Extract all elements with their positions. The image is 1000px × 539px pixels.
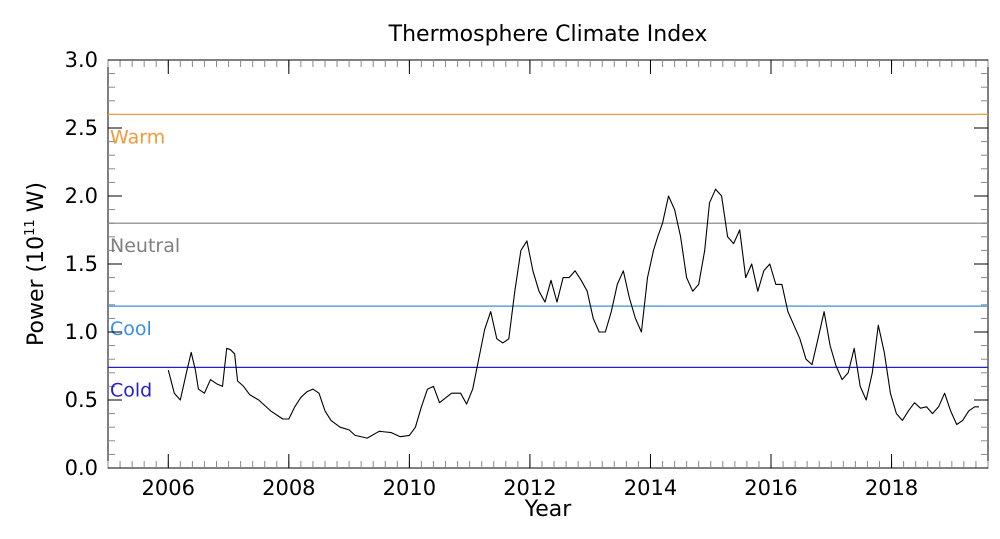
y-tick-label: 3.0 (65, 48, 98, 72)
y-tick-label: 1.5 (65, 252, 98, 276)
threshold-label-cold: Cold (110, 379, 152, 401)
x-axis-title: Year (524, 497, 573, 522)
threshold-lines: Warm Neutral Cool Cold (108, 113, 988, 401)
y-axis-title-main: Power (10 (24, 236, 49, 346)
threshold-label-warm: Warm (110, 126, 165, 148)
y-tick-label: 1.0 (65, 320, 98, 344)
series-line-0 (167, 188, 979, 439)
threshold-label-neutral: Neutral (110, 235, 180, 257)
chart-title: Thermosphere Climate Index (388, 22, 708, 47)
y-axis-title: Power (1011 W) (23, 182, 49, 346)
x-tick-label: 2010 (383, 476, 436, 500)
series-layer (167, 188, 979, 439)
plot-border (107, 59, 989, 469)
y-tick-label: 2.0 (65, 184, 98, 208)
x-tick-label: 2016 (744, 476, 797, 500)
x-tick-label: 2006 (142, 476, 195, 500)
x-axis-ticks: 2006 2008 2010 2012 2014 2016 2018 (142, 60, 918, 500)
y-tick-label: 0.0 (65, 456, 98, 480)
y-tick-label: 0.5 (65, 388, 98, 412)
threshold-label-cool: Cool (110, 318, 152, 340)
plot-frame (107, 59, 989, 469)
y-axis-ticks: 0.0 0.5 1.0 1.5 2.0 2.5 3.0 (65, 48, 988, 480)
minor-ticks (107, 59, 989, 469)
x-tick-label: 2018 (865, 476, 918, 500)
y-axis-title-exponent: 11 (23, 219, 38, 236)
x-tick-label: 2012 (503, 476, 556, 500)
y-tick-label: 2.5 (65, 116, 98, 140)
y-axis-title-unit: W) (24, 182, 49, 219)
x-tick-label: 2008 (262, 476, 315, 500)
x-tick-label: 2014 (624, 476, 677, 500)
